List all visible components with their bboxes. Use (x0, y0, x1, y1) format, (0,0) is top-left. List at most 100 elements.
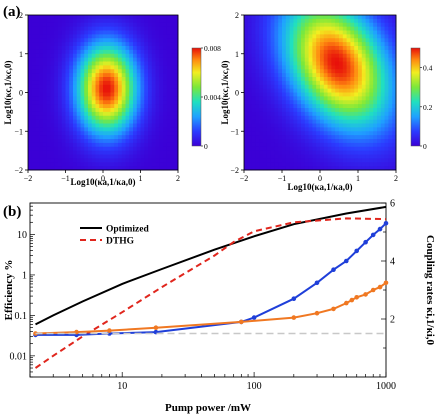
heatmap-cell (285, 146, 290, 152)
heatmap-cell (58, 80, 63, 86)
heatmap-cell (266, 162, 271, 167)
heatmap-cell (289, 123, 294, 128)
heatmap-cell (323, 77, 328, 82)
heatmap-cell (266, 30, 271, 35)
heatmap-cell (103, 18, 108, 24)
heatmap-cell (297, 80, 302, 86)
heatmap-cell (361, 73, 366, 78)
heatmap-cell (148, 92, 153, 97)
heatmap-cell (106, 119, 111, 124)
heatmap-cell (293, 42, 298, 47)
heatmap-cell (88, 92, 93, 97)
heatmap-cell (43, 49, 48, 55)
heatmap-cell (323, 119, 328, 124)
heatmap-cell (73, 30, 78, 35)
heatmap-cell (65, 15, 70, 20)
heatmap-cell (114, 69, 119, 74)
heatmap-cell (346, 77, 351, 82)
heatmap-cell (274, 61, 279, 66)
heatmap-cell (247, 154, 252, 159)
heatmap-cell (133, 96, 138, 101)
heatmap-cell (50, 26, 55, 31)
heatmap-cell (308, 22, 313, 28)
heatmap-cell (293, 38, 298, 43)
heatmap-cell (244, 46, 249, 51)
heatmap-cell (144, 61, 149, 66)
heatmap-cell (174, 100, 179, 105)
heatmap-cell (312, 104, 317, 109)
heatmap-cell (289, 84, 294, 90)
heatmap-cell (365, 158, 370, 163)
heatmap-cell (373, 158, 378, 163)
heatmap-cell (354, 146, 359, 152)
heatmap-cell (274, 22, 279, 28)
heatmap-cell (316, 18, 321, 24)
heatmap-cell (331, 18, 336, 24)
heatmap-cell (282, 42, 287, 47)
heatmap-cell (323, 49, 328, 55)
heatmap-cell (251, 22, 256, 28)
heatmap-cell (365, 22, 370, 28)
heatmap-cell (278, 96, 283, 101)
heatmap-cell (251, 104, 256, 109)
heatmap-cell (316, 139, 321, 144)
heatmap-cell (159, 26, 164, 31)
heatmap-cell (54, 26, 59, 31)
heatmap-cell (255, 42, 260, 47)
heatmap-cell (297, 73, 302, 78)
heatmap-cell (327, 150, 332, 155)
heatmap-cell (39, 77, 44, 82)
heatmap-cell (392, 26, 397, 31)
heatmap-cell (388, 77, 393, 82)
heatmap-cell (373, 142, 378, 148)
heatmap-cell (110, 22, 115, 28)
heatmap-cell (278, 154, 283, 159)
heatmap-cell (31, 104, 36, 109)
heatmap-cell (50, 73, 55, 78)
heatmap-cell (297, 142, 302, 148)
heatmap-cell (342, 96, 347, 101)
heatmap-cell (339, 26, 344, 31)
heatmap-cell (95, 65, 100, 70)
heatmap-cell (327, 80, 332, 86)
heatmap-cell (61, 34, 66, 39)
heatmap-cell (50, 135, 55, 140)
heatmap-cell (99, 80, 104, 86)
heatmap-cell (297, 162, 302, 167)
heatmap-cell (65, 53, 70, 59)
heatmap-cell (73, 84, 78, 90)
heatmap-cell (76, 22, 81, 28)
heatmap-cell (43, 46, 48, 51)
y-axis-label: Log10(κc,1/κc,0) (220, 61, 230, 125)
heatmap-cell (133, 53, 138, 59)
heatmap-cell (166, 18, 171, 24)
heatmap-cell (80, 119, 85, 124)
heatmap-cell (316, 119, 321, 124)
heatmap-cell (293, 135, 298, 140)
heatmap-cell (266, 96, 271, 101)
heatmap-cell (95, 139, 100, 144)
heatmap-cell (377, 139, 382, 144)
heatmap-cell (133, 135, 138, 140)
heatmap-cell (259, 108, 264, 113)
heatmap-cell (103, 135, 108, 140)
heatmap-cell (392, 30, 397, 35)
heatmap-cell (361, 34, 366, 39)
heatmap-cell (151, 135, 156, 140)
heatmap-cell (392, 104, 397, 109)
heatmap-cell (170, 123, 175, 128)
heatmap-cell (369, 15, 374, 20)
heatmap-cell (91, 57, 96, 62)
heatmap-cell (58, 96, 63, 101)
heatmap-cell (69, 154, 74, 159)
heatmap-cell (361, 57, 366, 62)
heatmap-cell (91, 30, 96, 35)
heatmap-cell (331, 26, 336, 31)
heatmap-cell (46, 115, 51, 121)
heatmap-cell (297, 154, 302, 159)
heatmap-cell (95, 46, 100, 51)
heatmap-cell (312, 30, 317, 35)
heatmap-cell (255, 115, 260, 121)
heatmap-cell (106, 111, 111, 117)
heatmap-cell (170, 69, 175, 74)
